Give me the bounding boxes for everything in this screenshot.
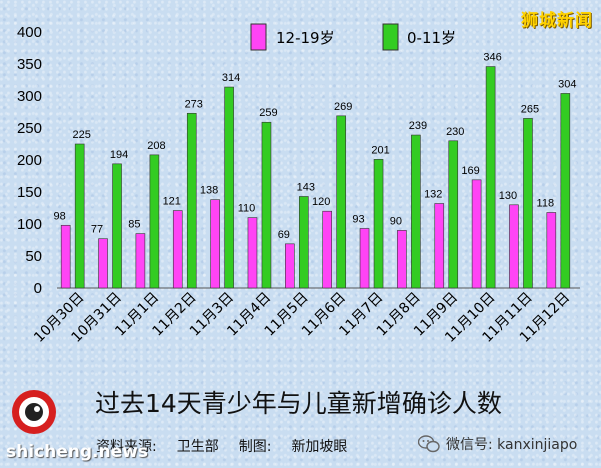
source-line: 资料来源: 卫生部 制图: 新加坡眼 <box>96 436 367 456</box>
bar-series-1 <box>135 233 146 289</box>
brand-logo-text: 狮城新闻 <box>521 11 593 31</box>
data-label-series-2: 225 <box>72 129 90 141</box>
y-tick-label: 0 <box>34 280 42 297</box>
bar-series-1 <box>359 228 370 289</box>
bar-series-2 <box>224 86 234 289</box>
data-label-series-2: 314 <box>222 72 240 84</box>
data-label-series-2: 239 <box>409 120 427 132</box>
data-label-series-1: 121 <box>163 196 181 208</box>
data-label-series-1: 69 <box>278 229 290 241</box>
bar-series-2 <box>186 112 197 289</box>
bar-series-2 <box>373 159 384 289</box>
wechat-watermark: 微信号: kanxinjiapo <box>418 434 577 454</box>
bar-series-2 <box>448 140 459 289</box>
legend-swatch-series-2 <box>382 23 399 51</box>
legend: 12-19岁 0-11岁 <box>250 23 456 51</box>
data-label-series-2: 265 <box>521 103 539 115</box>
x-axis-labels: 10月30日10月31日11月1日11月2日11月3日11月4日11月5日11月… <box>31 290 573 346</box>
y-tick-label: 200 <box>17 152 42 169</box>
y-tick-label: 250 <box>17 120 42 137</box>
y-tick-label: 400 <box>17 24 42 41</box>
y-tick-label: 100 <box>17 216 42 233</box>
data-label-series-2: 259 <box>259 107 277 119</box>
data-label-series-2: 208 <box>147 140 165 152</box>
data-label-series-1: 120 <box>312 196 330 208</box>
bar-series-1 <box>247 217 258 289</box>
y-tick-label: 350 <box>17 56 42 73</box>
bar-series-1 <box>60 224 71 289</box>
legend-swatch-series-1 <box>250 23 267 51</box>
bar-series-1 <box>509 204 519 289</box>
data-label-series-1: 85 <box>128 219 140 231</box>
bar-series-1 <box>210 199 220 289</box>
y-tick-label: 150 <box>17 184 42 201</box>
y-tick-label: 300 <box>17 88 42 105</box>
data-label-series-2: 269 <box>334 101 352 113</box>
data-label-series-2: 230 <box>446 126 464 138</box>
bar-series-2 <box>261 121 272 289</box>
data-label-series-1: 132 <box>424 189 442 201</box>
site-watermark: shicheng.news <box>6 442 148 462</box>
data-label-series-1: 130 <box>499 190 517 202</box>
bar-series-2 <box>336 115 346 289</box>
bar-series-1 <box>285 243 295 289</box>
bar-series-2 <box>74 143 85 289</box>
shicheng-logo-icon <box>12 390 56 434</box>
data-label-series-2: 304 <box>558 78 576 90</box>
bar-series-1 <box>172 210 183 289</box>
legend-label-series-1: 12-19岁 <box>276 29 335 47</box>
data-label-series-1: 110 <box>238 203 256 215</box>
bar-series-1 <box>471 179 482 289</box>
made-by-value: 新加坡眼 <box>291 439 348 455</box>
bar-series-1 <box>546 212 557 289</box>
bar-series-2 <box>411 134 421 289</box>
bar-series-2 <box>149 154 160 289</box>
bar-series-1 <box>98 238 108 289</box>
legend-label-series-2: 0-11岁 <box>407 29 456 47</box>
data-label-series-2: 346 <box>483 52 501 64</box>
bar-series-1 <box>434 203 445 289</box>
wechat-icon <box>418 435 440 453</box>
bars: 98 225 77 194 85 208 121 273 138 314 110 259 69 143 12… <box>54 52 577 289</box>
y-axis-ticks: 0 50 100 150 200 250 300 350 400 <box>17 24 42 297</box>
data-label-series-2: 273 <box>185 98 203 110</box>
bar-chart: 0 50 100 150 200 250 300 350 400 98 225 77 194 85 208… <box>17 23 580 346</box>
bar-series-2 <box>523 118 533 289</box>
bar-series-2 <box>299 196 309 289</box>
made-by-label: 制图: <box>238 439 272 455</box>
data-label-series-1: 118 <box>537 197 555 209</box>
bar-series-2 <box>485 66 496 289</box>
y-tick-label: 50 <box>25 248 42 265</box>
data-label-series-2: 201 <box>371 144 389 156</box>
data-label-series-1: 169 <box>461 165 479 177</box>
data-label-series-1: 77 <box>91 224 103 236</box>
bar-series-1 <box>397 230 407 289</box>
bar-series-2 <box>112 163 122 289</box>
source-value: 卫生部 <box>176 439 219 455</box>
bar-series-1 <box>322 210 332 289</box>
data-label-series-1: 93 <box>352 213 364 225</box>
source-label: 资料来源: <box>96 439 157 455</box>
data-label-series-2: 143 <box>297 181 315 193</box>
chart-title: 过去14天青少年与儿童新增确诊人数 <box>95 389 502 418</box>
data-label-series-2: 194 <box>110 149 128 161</box>
data-label-series-1: 90 <box>390 215 402 227</box>
data-label-series-1: 98 <box>54 210 66 222</box>
wechat-id: 微信号: kanxinjiapo <box>446 437 578 453</box>
data-label-series-1: 138 <box>200 185 218 197</box>
bar-series-2 <box>560 93 571 289</box>
